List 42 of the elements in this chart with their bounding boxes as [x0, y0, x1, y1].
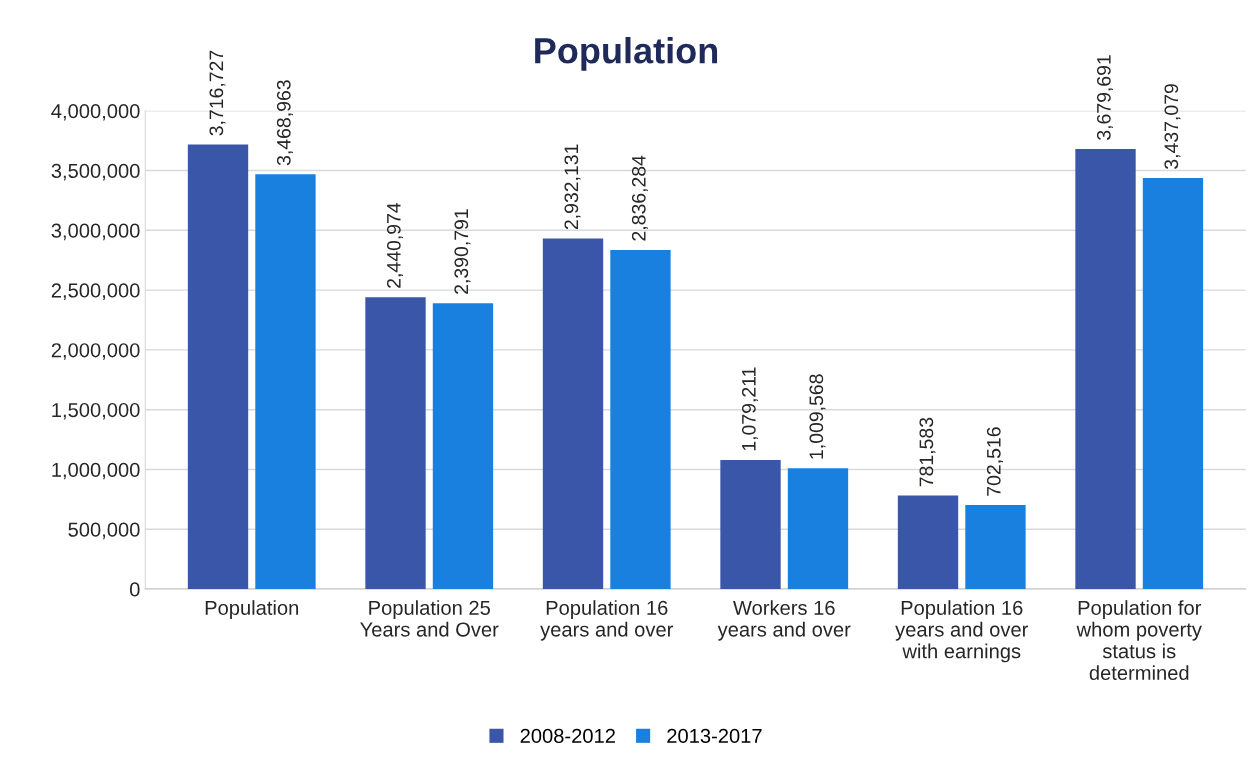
y-tick-label: 0 — [129, 582, 140, 597]
x-tick-label: Workers 16 years and over — [717, 600, 851, 641]
bar — [255, 174, 316, 590]
bar — [542, 238, 604, 590]
data-label: 2,932,131 — [564, 144, 581, 230]
y-tick-label: 2,500,000 — [51, 283, 140, 300]
data-label: 2,440,974 — [386, 202, 404, 288]
legend-label: 2013-2017 — [667, 728, 762, 744]
x-tick-label: Population 16 years and over with earnings — [895, 600, 1029, 663]
bar — [432, 303, 494, 590]
data-label: 3,468,963 — [276, 80, 293, 166]
bar — [1142, 178, 1204, 590]
data-label: 3,716,727 — [209, 50, 226, 136]
x-tick-label: Population — [205, 600, 299, 619]
data-label: 702,516 — [986, 427, 1003, 496]
legend-label: 2008-2012 — [520, 728, 615, 744]
bar — [965, 505, 1026, 590]
y-tick-label: 3,500,000 — [51, 163, 140, 181]
y-tick-label: 2,000,000 — [51, 343, 140, 360]
data-label: 2,390,791 — [454, 209, 471, 294]
bar — [897, 495, 959, 590]
bar — [365, 297, 426, 590]
bar — [1075, 149, 1136, 590]
data-label: 3,437,079 — [1164, 84, 1181, 169]
data-label: 1,009,568 — [809, 374, 826, 459]
x-tick-label: Population for whom poverty status is determined — [1076, 600, 1202, 681]
y-tick-label: 1,000,000 — [52, 462, 140, 480]
bar — [787, 468, 849, 590]
chart-title: Population — [535, 37, 718, 71]
y-tick-label: 4,000,000 — [51, 103, 140, 121]
y-tick-label: 1,500,000 — [52, 402, 140, 420]
x-tick-label: Population 25 Years and Over — [360, 600, 499, 637]
x-tick-label: Population 16 years and over — [540, 600, 674, 641]
bar — [610, 249, 671, 590]
data-label: 1,079,211 — [741, 367, 759, 451]
y-tick-label: 3,000,000 — [51, 223, 140, 241]
bar — [720, 460, 781, 590]
bar — [187, 144, 249, 590]
data-label: 2,836,284 — [631, 155, 648, 241]
y-tick-label: 500,000 — [68, 522, 140, 540]
data-label: 3,679,691 — [1096, 55, 1114, 140]
data-label: 781,583 — [919, 417, 936, 487]
